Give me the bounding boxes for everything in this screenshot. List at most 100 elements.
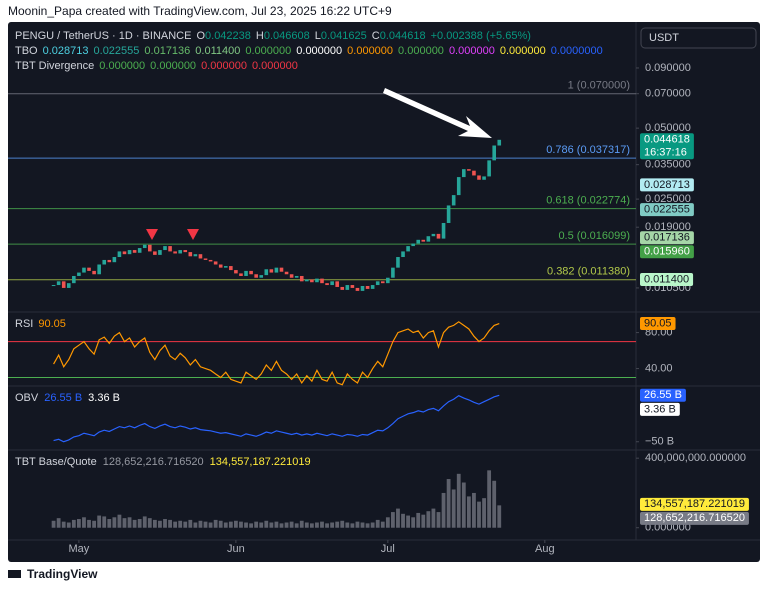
volume-bar bbox=[117, 514, 122, 528]
y-tick-label: 400,000,000.000000 bbox=[645, 452, 746, 464]
candle-body bbox=[264, 269, 269, 276]
candle-body bbox=[97, 264, 101, 275]
volume-bar bbox=[102, 516, 107, 528]
legend-value: 0.000000 bbox=[296, 45, 342, 57]
y-tick-label: 0.019000 bbox=[645, 221, 691, 233]
volume-bar bbox=[492, 480, 497, 528]
volume-bar bbox=[461, 482, 466, 528]
price-badge-label: 134,557,187.221019 bbox=[644, 498, 745, 510]
currency-button-label[interactable]: USDT bbox=[649, 32, 679, 44]
candle-body bbox=[462, 169, 466, 178]
candle-body bbox=[249, 270, 253, 275]
candle-body bbox=[269, 269, 274, 273]
volume-bar bbox=[269, 522, 274, 528]
currency-button[interactable] bbox=[640, 27, 757, 49]
price-badge-label: 90.05 bbox=[644, 317, 672, 329]
candle-body bbox=[355, 287, 360, 291]
volume-bar bbox=[360, 522, 365, 528]
volume-bar bbox=[239, 521, 243, 528]
volume-bar bbox=[56, 518, 61, 528]
volume-bar bbox=[466, 496, 471, 528]
price-badge-label: 128,652,216.716520 bbox=[644, 512, 745, 524]
volume-bar bbox=[289, 521, 294, 528]
annotation-arrow bbox=[383, 88, 492, 138]
candle-body bbox=[492, 145, 496, 161]
candle-body bbox=[396, 257, 400, 268]
price-badge-label: 0.011400 bbox=[644, 273, 689, 285]
volume-bar bbox=[163, 519, 167, 528]
volume-bar bbox=[315, 522, 319, 528]
volume-bar bbox=[66, 522, 71, 528]
chart-panel bbox=[8, 22, 760, 562]
volume-bar bbox=[198, 520, 203, 528]
volume-bar bbox=[97, 515, 102, 528]
candle-body bbox=[411, 243, 415, 247]
volume-bar bbox=[244, 522, 248, 528]
candle-body bbox=[375, 281, 380, 286]
volume-bar bbox=[208, 522, 213, 528]
volume-bar bbox=[304, 522, 309, 528]
candle-body bbox=[66, 283, 71, 288]
volume-bar bbox=[446, 479, 451, 528]
candle-body bbox=[223, 266, 228, 268]
candle-body bbox=[239, 273, 243, 276]
price-badge bbox=[640, 317, 676, 331]
volume-bar bbox=[294, 523, 299, 528]
candle-body bbox=[426, 236, 431, 242]
pane-title: TBT Base/Quote bbox=[15, 456, 97, 468]
candle-body bbox=[82, 267, 86, 273]
price-badge-label: 0.022555 bbox=[644, 204, 690, 216]
candle-body bbox=[289, 274, 294, 278]
legend-value: 0.000000 bbox=[449, 45, 495, 57]
price-badge bbox=[640, 133, 694, 160]
candle-body bbox=[127, 250, 132, 255]
legend-row: TBO 0.028713 0.022555 0.017136 0.011400 0.000… bbox=[15, 45, 603, 57]
volume-bar bbox=[203, 521, 208, 528]
volume-bar bbox=[472, 492, 476, 528]
legend-value: 0.000000 bbox=[347, 45, 393, 57]
price-badge bbox=[640, 178, 694, 192]
pane-legend: TBT Base/Quote 128,652,216.716520 134,557,… bbox=[15, 456, 311, 468]
pane-title: OBV bbox=[15, 392, 39, 404]
x-tick-label: Jun bbox=[227, 543, 245, 555]
candle-body bbox=[441, 222, 446, 239]
candle-body bbox=[142, 244, 147, 249]
volume-bar bbox=[401, 513, 405, 528]
candle-body bbox=[340, 286, 345, 290]
volume-bar bbox=[299, 520, 304, 528]
candle-body bbox=[294, 275, 299, 278]
candle-body bbox=[213, 261, 218, 265]
legend-symbol: PENGU / TetherUS · 1D · BINANCE bbox=[15, 30, 191, 42]
legend-value: 0.000000 bbox=[245, 45, 291, 57]
volume-bar bbox=[330, 522, 335, 528]
legend-value: 0.011400 bbox=[195, 45, 240, 57]
legend-value: 0.028713 bbox=[43, 45, 89, 57]
y-tick-label: 0.070000 bbox=[645, 88, 691, 100]
volume-bar bbox=[411, 517, 416, 528]
y-tick-label: −50 B bbox=[645, 436, 674, 448]
x-tick-label: Jul bbox=[381, 543, 395, 555]
candle-body bbox=[477, 175, 481, 180]
candle-body bbox=[72, 275, 76, 284]
candle-body bbox=[370, 285, 375, 289]
volume-bar bbox=[421, 514, 426, 528]
pane-0 bbox=[8, 93, 636, 291]
volume-bar bbox=[188, 519, 193, 528]
volume-bar bbox=[451, 489, 456, 528]
legend-row: PENGU / TetherUS · 1D · BINANCE O0.042238… bbox=[15, 30, 531, 42]
candle-body bbox=[320, 278, 324, 284]
legend-value: 0.000000 bbox=[398, 45, 444, 57]
price-badge bbox=[640, 231, 694, 245]
candle-body bbox=[456, 177, 461, 196]
volume-bar bbox=[92, 520, 96, 528]
candle-body bbox=[188, 252, 193, 257]
header-title: Moonin_Papa created with TradingView.com… bbox=[8, 4, 392, 18]
pane-legend-value: 26.55 B bbox=[44, 392, 82, 404]
volume-bar bbox=[112, 517, 117, 528]
candle-body bbox=[497, 139, 502, 146]
legend-ohlc-label: O bbox=[196, 30, 205, 42]
volume-bar bbox=[249, 523, 253, 528]
volume-bar bbox=[213, 519, 218, 528]
fib-label: 0.382 (0.011380) bbox=[547, 266, 630, 278]
